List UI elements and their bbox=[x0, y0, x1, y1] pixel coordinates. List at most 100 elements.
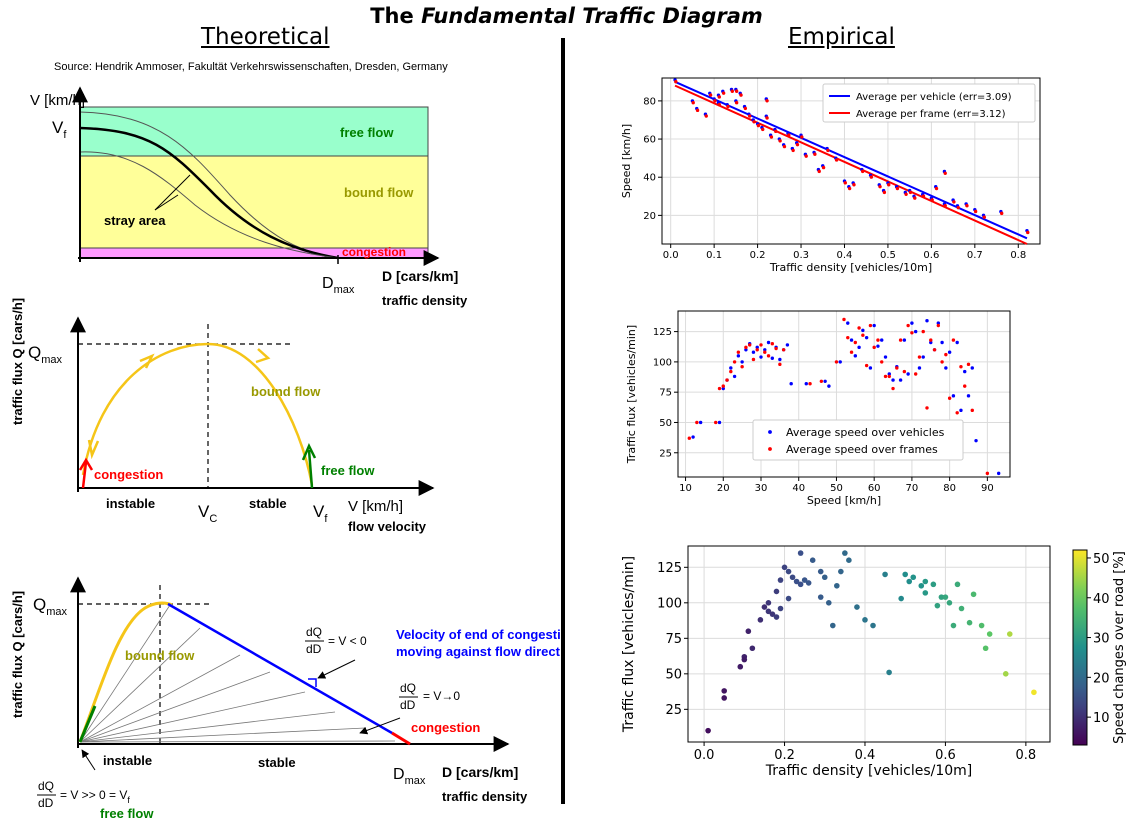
data-point bbox=[751, 350, 756, 354]
data-point bbox=[773, 588, 780, 595]
data-point bbox=[834, 360, 839, 364]
data-point bbox=[872, 323, 876, 328]
x-tick-label: 0.8 bbox=[1010, 250, 1026, 261]
data-point bbox=[791, 148, 795, 153]
data-point bbox=[765, 608, 772, 615]
x-tick-label: 0.3 bbox=[793, 250, 809, 261]
data-point bbox=[755, 348, 759, 352]
data-point bbox=[917, 366, 922, 370]
data-point bbox=[789, 574, 796, 581]
data-point bbox=[766, 340, 771, 345]
x-unit-label: D [cars/km] bbox=[382, 268, 458, 284]
data-point bbox=[789, 382, 793, 386]
data-point bbox=[736, 350, 741, 354]
y-axis-label: Traffic flux [vehicles/min] bbox=[625, 325, 638, 464]
data-point bbox=[781, 564, 788, 571]
data-point bbox=[817, 568, 824, 575]
data-point bbox=[708, 93, 713, 97]
data-point bbox=[895, 186, 900, 191]
data-point bbox=[823, 379, 827, 383]
eq1-frac-num: dQ bbox=[306, 625, 322, 639]
data-point bbox=[951, 394, 956, 398]
data-point bbox=[737, 663, 744, 670]
data-point bbox=[946, 600, 953, 606]
data-point bbox=[774, 346, 778, 351]
data-point bbox=[732, 374, 737, 379]
data-point bbox=[886, 669, 892, 676]
data-point bbox=[966, 362, 971, 367]
legend: Average speed over vehicles Average speed… bbox=[752, 419, 964, 461]
data-point bbox=[876, 338, 880, 342]
x-tick-label: 0.8 bbox=[1016, 748, 1037, 763]
x-unit-label: D [cars/km] bbox=[442, 764, 518, 780]
congestion-label: congestion bbox=[342, 245, 406, 259]
data-point bbox=[882, 571, 888, 578]
y-axis-label: Traffic flux [vehicles/min] bbox=[621, 556, 637, 733]
x-tick-label: 0.2 bbox=[750, 250, 766, 261]
data-point bbox=[744, 345, 748, 350]
data-point bbox=[950, 622, 957, 629]
y-tick-label: 60 bbox=[643, 135, 656, 146]
data-point bbox=[721, 688, 727, 694]
data-point bbox=[872, 345, 876, 350]
qmax-label: Qmax bbox=[33, 595, 68, 618]
data-point bbox=[869, 175, 874, 179]
eq2-frac-den: dD bbox=[400, 698, 416, 712]
bound-flow-label: bound flow bbox=[344, 185, 414, 200]
data-point bbox=[921, 194, 926, 198]
velocity-note-line1: Velocity of end of congestion bbox=[396, 627, 560, 642]
data-point bbox=[861, 333, 865, 337]
data-point bbox=[902, 369, 907, 374]
data-point bbox=[717, 102, 721, 107]
data-point bbox=[817, 594, 824, 600]
qmax-main: Q bbox=[28, 343, 41, 362]
data-point bbox=[744, 348, 748, 352]
data-point bbox=[854, 604, 860, 610]
data-point bbox=[882, 190, 887, 195]
eq1-frac-den: dD bbox=[306, 642, 322, 656]
axes: 0.0 0.1 0.2 0.3 0.4 0.5 0.6 0.7 0.8 20 40 60 80 Traff… bbox=[620, 77, 1041, 274]
data-point bbox=[921, 329, 925, 334]
data-point bbox=[759, 355, 763, 359]
data-point bbox=[853, 340, 858, 345]
data-point bbox=[932, 348, 937, 352]
data-point bbox=[955, 340, 959, 345]
dmax-label: Dmax bbox=[393, 766, 426, 787]
legend: Average per vehicle (err=3.09) Average pe… bbox=[822, 83, 1036, 123]
data-point bbox=[959, 408, 963, 413]
x-tick-label: 0.0 bbox=[663, 250, 679, 261]
legend-box bbox=[822, 83, 1036, 123]
data-point bbox=[1031, 689, 1037, 696]
data-point bbox=[910, 574, 917, 581]
data-point bbox=[956, 205, 960, 210]
data-point bbox=[954, 581, 961, 588]
stable-label: stable bbox=[258, 755, 296, 770]
data-point bbox=[826, 148, 830, 153]
y-axis-label: Speed [km/h] bbox=[620, 124, 633, 198]
data-point bbox=[714, 420, 718, 425]
eq3-pointer bbox=[81, 749, 96, 771]
data-point bbox=[825, 600, 832, 606]
data-point bbox=[743, 106, 748, 111]
x-tick-label: 20 bbox=[717, 483, 730, 494]
data-point bbox=[838, 568, 844, 575]
free-flow-label: free flow bbox=[321, 463, 375, 478]
data-point bbox=[734, 89, 739, 93]
data-point bbox=[978, 622, 985, 629]
data-point bbox=[849, 350, 854, 354]
data-point bbox=[730, 89, 735, 93]
flux-density-colored-chart: 0.0 0.2 0.4 0.6 0.8 25 50 75 100 125 Traffic densi… bbox=[621, 545, 1127, 779]
data-point bbox=[930, 198, 934, 202]
x-tick-label: 0.1 bbox=[706, 250, 722, 261]
data-point bbox=[959, 365, 963, 369]
data-point bbox=[852, 183, 856, 187]
data-point bbox=[770, 356, 775, 360]
data-point bbox=[857, 345, 861, 350]
data-point bbox=[800, 135, 804, 139]
ylabel: traffic flux Q [cars/h] bbox=[10, 298, 25, 425]
colorbar bbox=[1072, 549, 1088, 746]
data-point bbox=[861, 328, 865, 333]
congestion-wave-line bbox=[167, 602, 393, 735]
dmax-label: Dmax bbox=[322, 275, 355, 296]
data-point bbox=[761, 127, 765, 132]
